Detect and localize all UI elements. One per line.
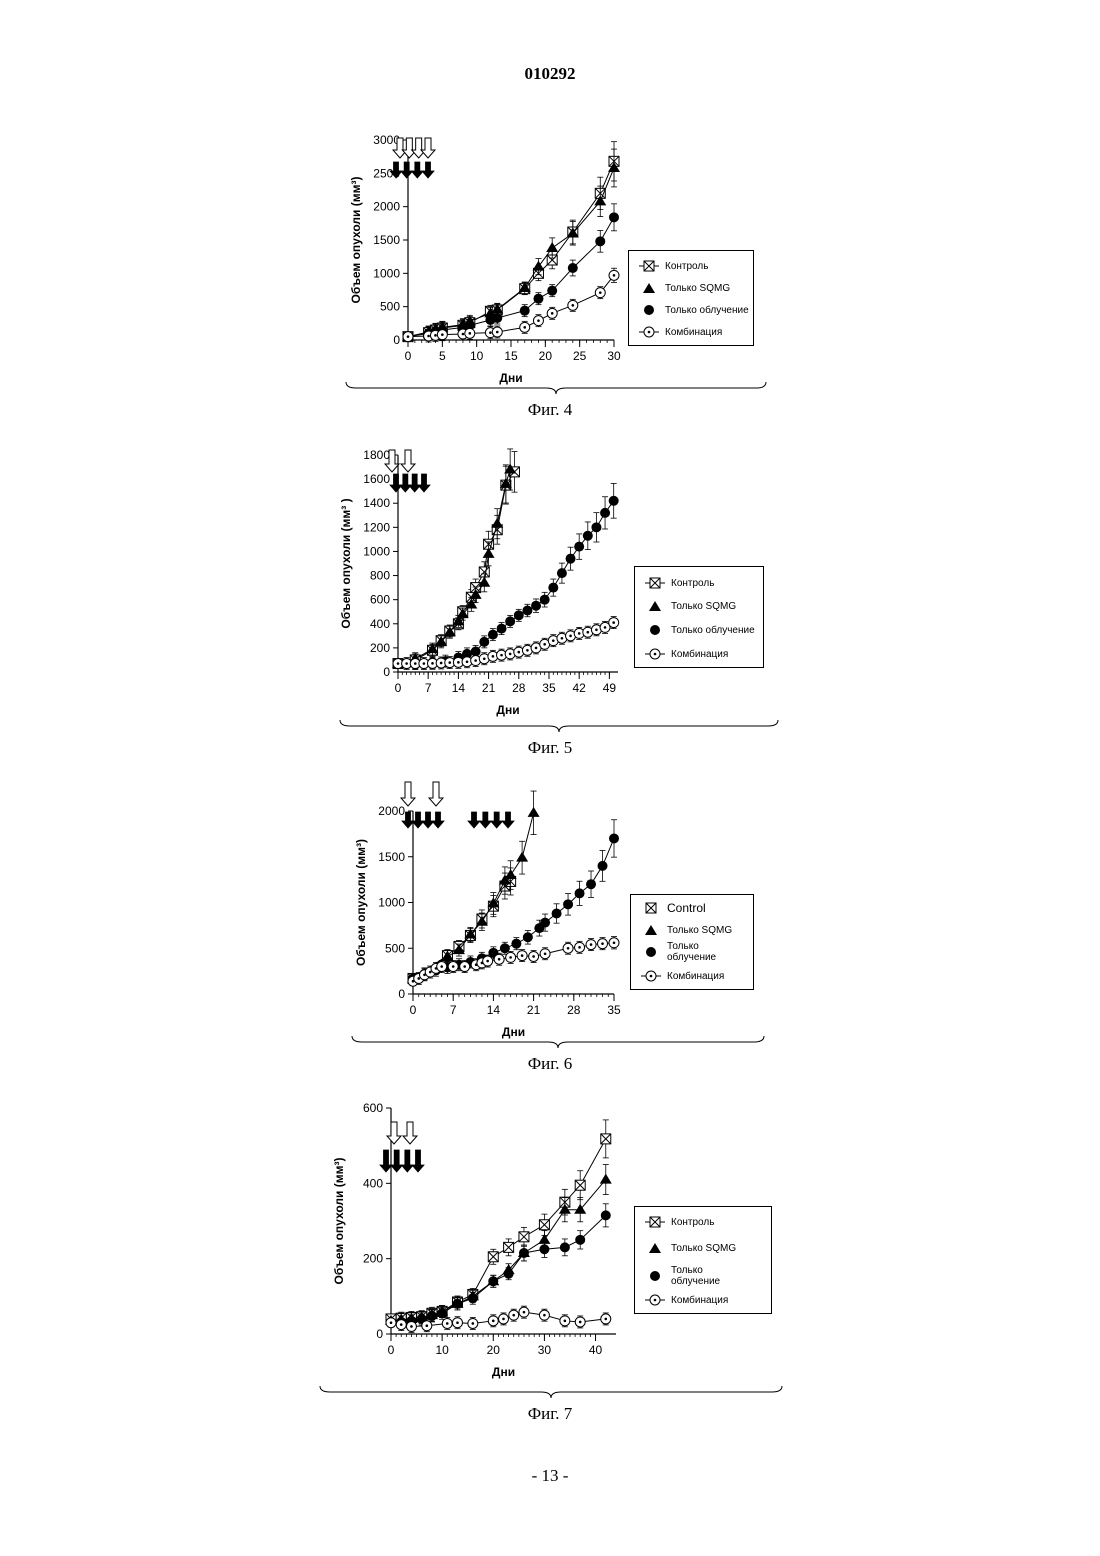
marker-radiation	[560, 1242, 570, 1252]
marker-combination-dot	[512, 1314, 515, 1317]
marker-combination-dot	[446, 1322, 449, 1325]
figure-7-chart: 0 200 400 600 0 10 20 30 40 Объем опухоли (мм³) Дн…	[0, 0, 1100, 1430]
x-axis-label: Дни	[492, 1365, 515, 1379]
marker-radiation	[468, 1293, 478, 1303]
y-tick-label: 400	[363, 1176, 383, 1190]
y-axis-label: Объем опухоли (мм³)	[332, 1158, 346, 1285]
marker-combination-dot	[564, 1320, 567, 1323]
treatment-arrow-open	[387, 1122, 401, 1144]
legend-label: Только SQMG	[671, 1243, 736, 1254]
legend-marker-icon	[643, 1215, 667, 1229]
marker-radiation	[575, 1235, 585, 1245]
marker-radiation	[488, 1276, 498, 1286]
marker-radiation	[504, 1269, 514, 1279]
x-tick-label: 30	[538, 1343, 552, 1357]
marker-radiation	[437, 1308, 447, 1318]
legend-marker-icon	[643, 1241, 667, 1255]
marker-combination-dot	[502, 1318, 505, 1321]
y-tick-label: 0	[376, 1327, 383, 1341]
legend-marker-icon	[643, 1293, 667, 1307]
legend-label: Комбинация	[671, 1295, 728, 1306]
legend-label: Только облучение	[671, 1265, 731, 1287]
page-footer: - 13 -	[0, 1466, 1100, 1486]
marker-radiation	[539, 1244, 549, 1254]
treatment-arrow-solid	[391, 1150, 403, 1172]
marker-combination-dot	[543, 1314, 546, 1317]
marker-sqmg	[600, 1174, 612, 1184]
marker-combination-dot	[472, 1322, 475, 1325]
treatment-arrow-open	[403, 1122, 417, 1144]
marker-radiation	[601, 1210, 611, 1220]
figure-7-caption: Фиг. 7	[500, 1404, 600, 1424]
marker-combination-dot	[492, 1320, 495, 1323]
figure-brace	[320, 1386, 782, 1398]
treatment-arrow-solid	[401, 1150, 413, 1172]
y-tick-label: 200	[363, 1252, 383, 1266]
legend-label: Контроль	[671, 1217, 714, 1228]
series-line	[391, 1180, 606, 1321]
marker-combination-dot	[400, 1323, 403, 1326]
series-line	[391, 1215, 606, 1322]
figure-7-legend: Контроль Только SQMG Только облучение Ко…	[634, 1206, 772, 1314]
marker-radiation	[519, 1248, 529, 1258]
legend-marker-icon	[643, 1269, 667, 1283]
treatment-arrow-solid	[412, 1150, 424, 1172]
treatment-arrow-solid	[380, 1150, 392, 1172]
y-tick-label: 600	[363, 1101, 383, 1115]
marker-radiation	[452, 1299, 462, 1309]
x-tick-label: 0	[388, 1343, 395, 1357]
marker-combination-dot	[579, 1321, 582, 1324]
x-tick-label: 40	[589, 1343, 603, 1357]
marker-combination-dot	[456, 1321, 459, 1324]
x-tick-label: 20	[487, 1343, 501, 1357]
marker-combination-dot	[604, 1318, 607, 1321]
marker-combination-dot	[390, 1321, 393, 1324]
marker-combination-dot	[425, 1324, 428, 1327]
marker-combination-dot	[523, 1311, 526, 1314]
x-tick-label: 10	[435, 1343, 449, 1357]
marker-combination-dot	[410, 1325, 413, 1328]
